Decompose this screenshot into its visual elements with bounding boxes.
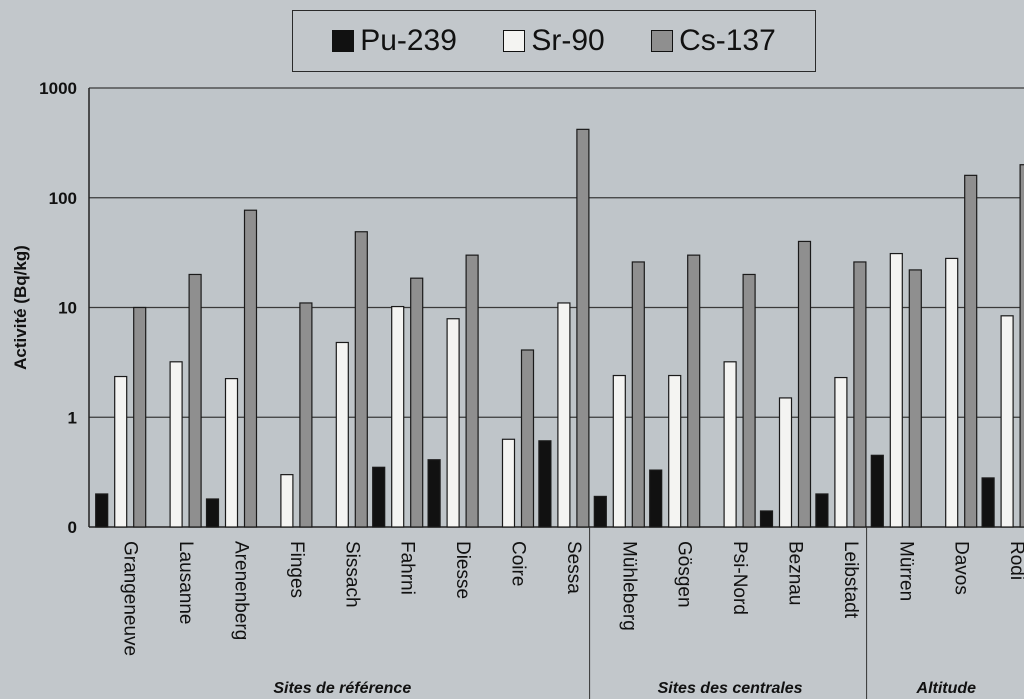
x-tick-label: Diesse [452, 541, 473, 599]
bar-cs-137-psi-nord [742, 273, 756, 528]
bar-cs-137-m-hleberg [631, 261, 645, 528]
group-label: Altitude [916, 680, 977, 697]
bar-sr-90-psi-nord [723, 361, 737, 528]
bar-cs-137-leibstadt [853, 261, 867, 528]
bar-cs-137-grangeneuve [133, 306, 147, 528]
bar-sr-90-davos [945, 257, 959, 528]
bar-cs-137-g-sgen [687, 254, 701, 528]
bar-cs-137-diesse [465, 254, 479, 528]
x-tick-label: Coire [508, 541, 529, 586]
bar-pu-239-leibstadt [815, 493, 829, 528]
x-tick-label: Psi-Nord [729, 541, 750, 615]
legend-item-pu239: Pu-239 [332, 24, 457, 58]
x-tick-label: Sessa [563, 541, 584, 594]
group-label: Sites des centrales [658, 680, 803, 697]
legend-swatch-cs137 [651, 30, 674, 52]
group-label: Sites de référence [273, 680, 411, 697]
bar-pu-239-beznau [759, 510, 774, 528]
x-tick-label: Sissach [341, 541, 362, 608]
x-tick-label: Davos [951, 541, 972, 595]
bar-pu-239-rodi [981, 477, 995, 528]
bar-cs-137-davos [964, 174, 978, 528]
x-tick-label: Rodi [1006, 541, 1024, 580]
bar-sr-90-arenenberg [224, 377, 239, 528]
legend-label-cs137: Cs-137 [679, 24, 776, 57]
x-tick-label: Beznau [785, 541, 806, 605]
legend-label-sr90: Sr-90 [531, 24, 605, 57]
bar-cs-137-m-rren [908, 269, 922, 528]
x-tick-label: Leibstadt [840, 541, 861, 619]
bar-cs-137-rodi [1019, 164, 1024, 528]
legend-item-sr90: Sr-90 [503, 24, 605, 58]
y-tick-label: 100 [49, 189, 77, 208]
x-tick-label: Gösgen [674, 541, 695, 608]
y-axis-title: Activité (Bq/kg) [11, 245, 30, 370]
bar-sr-90-beznau [778, 397, 793, 528]
bar-pu-239-m-rren [870, 454, 884, 528]
bar-sr-90-lausanne [169, 361, 183, 528]
bar-cs-137-sissach [354, 231, 368, 528]
bar-cs-137-sessa [576, 128, 590, 528]
legend-swatch-pu239 [332, 30, 355, 52]
y-tick-label: 1 [68, 408, 77, 427]
legend-swatch-sr90 [503, 30, 526, 52]
x-tick-label: Mühleberg [618, 541, 639, 631]
x-tick-label: Finges [286, 541, 307, 598]
x-tick-label: Mürren [895, 541, 916, 601]
legend-item-cs137: Cs-137 [651, 24, 776, 58]
bar-sr-90-g-sgen [668, 374, 682, 528]
bar-sr-90-finges [280, 474, 294, 528]
bar-pu-239-grangeneuve [95, 493, 109, 528]
bar-cs-137-lausanne [188, 273, 202, 528]
y-tick-label: 1000 [39, 79, 77, 98]
bar-pu-239-g-sgen [649, 469, 663, 528]
x-tick-label: Lausanne [175, 541, 196, 624]
bar-sr-90-fahrni [391, 305, 405, 528]
bar-sr-90-coire [501, 438, 516, 528]
bar-cs-137-beznau [797, 240, 812, 528]
bar-cs-137-finges [299, 302, 313, 528]
bar-sr-90-m-hleberg [612, 374, 626, 528]
bar-pu-239-m-hleberg [593, 495, 607, 528]
x-tick-label: Arenenberg [231, 541, 252, 640]
bar-cs-137-arenenberg [243, 209, 258, 528]
bar-sr-90-sessa [557, 302, 571, 528]
bar-pu-239-arenenberg [205, 498, 220, 528]
bar-sr-90-rodi [1000, 315, 1014, 528]
bar-pu-239-diesse [427, 459, 441, 528]
bar-cs-137-coire [520, 349, 535, 528]
bar-pu-239-fahrni [372, 466, 386, 528]
y-tick-label: 0 [68, 518, 77, 537]
bar-sr-90-diesse [446, 318, 460, 528]
bar-sr-90-leibstadt [834, 376, 848, 528]
chart-legend: Pu-239 Sr-90 Cs-137 [292, 10, 816, 72]
bar-sr-90-grangeneuve [114, 375, 128, 528]
bar-pu-239-sessa [538, 440, 552, 528]
x-tick-label: Fahrni [397, 541, 418, 595]
x-tick-label: Grangeneuve [120, 541, 141, 656]
bar-cs-137-fahrni [410, 277, 424, 528]
y-tick-label: 10 [58, 299, 77, 318]
bar-sr-90-sissach [335, 341, 349, 528]
bar-sr-90-m-rren [889, 252, 903, 528]
legend-label-pu239: Pu-239 [360, 24, 457, 57]
